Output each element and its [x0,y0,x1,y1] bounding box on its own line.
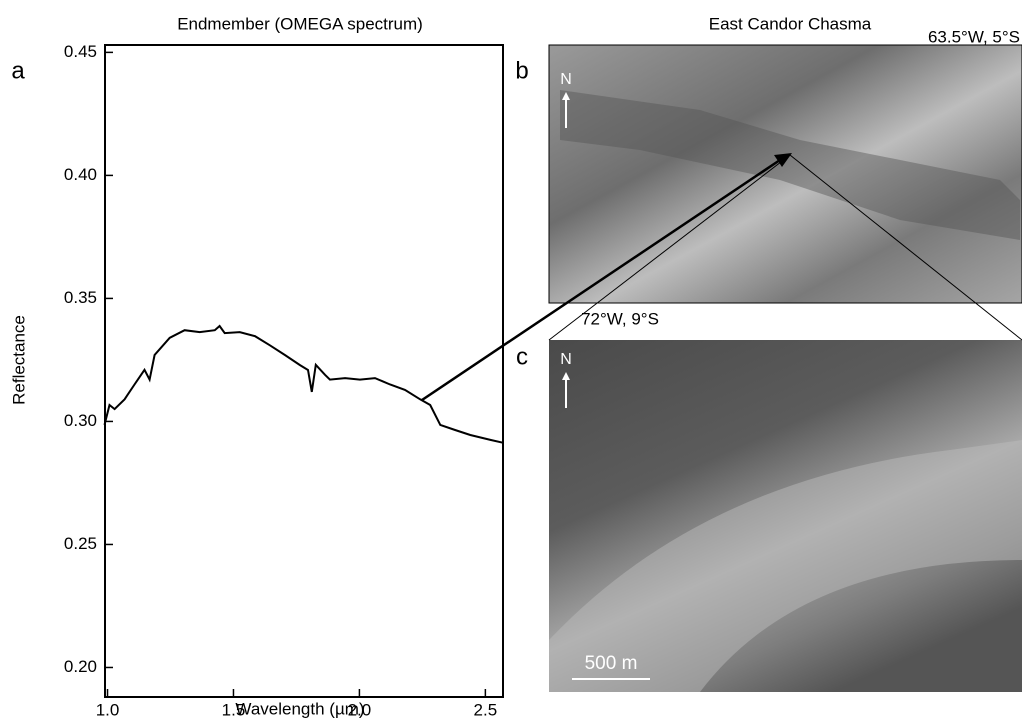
coordinates: 63.5°W, 5°S [928,27,1020,46]
y-tick-label: 0.30 [64,411,97,430]
y-axis-label: Reflectance [9,315,28,405]
north-arrow-head [562,372,570,380]
north-label: N [560,351,572,368]
y-tick-label: 0.20 [64,657,97,676]
zoom-line [789,154,1022,341]
image-b [548,44,1022,304]
plot-frame [104,44,504,698]
y-tick-label: 0.35 [64,288,97,307]
layered-deposit [549,440,1022,692]
chart-title: Endmember (OMEGA spectrum) [177,14,423,33]
coordinates: 72°W, 9°S [581,309,659,328]
x-tick-label: 1.0 [96,700,120,719]
x-tick-label: 1.5 [222,700,246,719]
x-axis-label: Wavelength (µm) [235,699,364,718]
image-title: East Candor Chasma [709,14,872,33]
y-tick-label: 0.45 [64,42,97,61]
y-tick-label: 0.25 [64,534,97,553]
canyon [560,90,1020,240]
pointer-arrow [421,158,781,402]
y-tick-label: 0.40 [64,165,97,184]
x-tick-label: 2.5 [474,700,498,719]
pointer-arrow-head [774,153,792,167]
north-label: N [560,71,572,88]
zoom-line [548,154,791,341]
north-arrow-head [562,92,570,100]
spectrum-line [103,324,504,444]
scale-label: 500 m [585,653,638,674]
panel-label: c [516,343,528,370]
panel-label: a [11,57,25,84]
panel-label: b [515,57,528,84]
x-tick-label: 2.0 [348,700,372,719]
